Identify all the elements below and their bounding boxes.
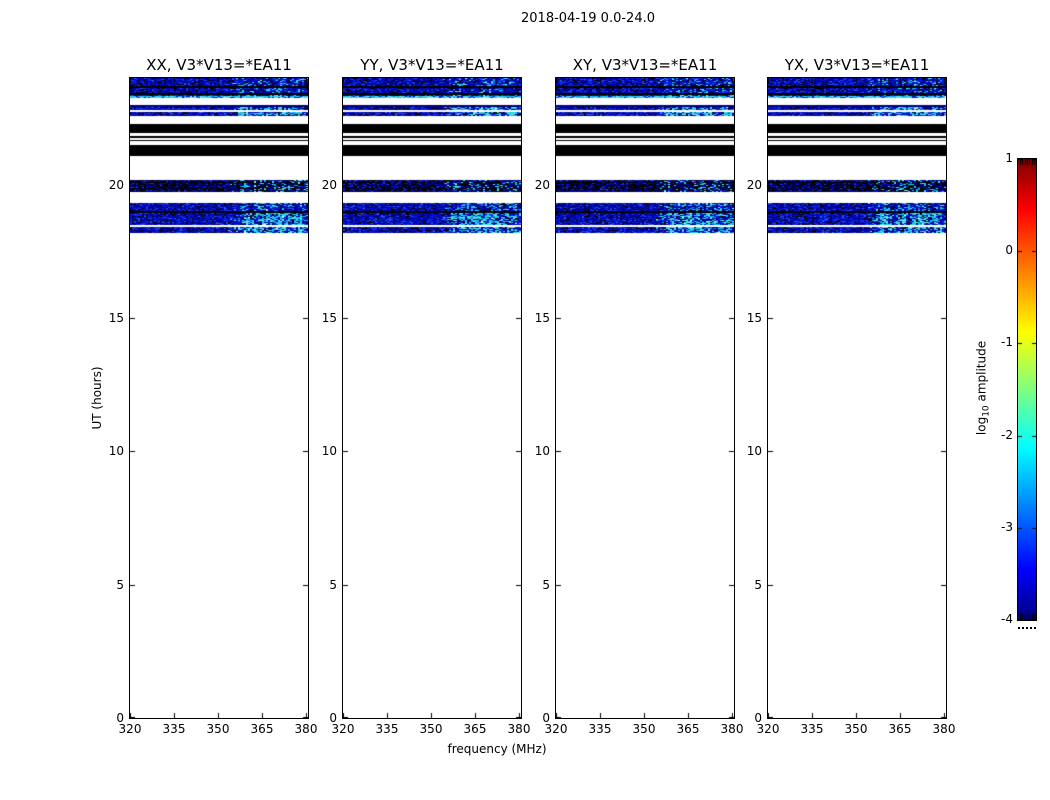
x-tick-label: 320 [544, 722, 568, 736]
y-tick-label: 20 [321, 177, 337, 192]
panel-title-xy: XY, V3*V13=*EA11 [572, 56, 718, 74]
x-tick-label: 335 [162, 722, 186, 736]
y-tick-label: 0 [754, 711, 762, 725]
y-tick-label: 20 [534, 177, 550, 192]
y-tick-label: 10 [321, 444, 337, 459]
x-tick-label: 380 [720, 722, 744, 736]
x-tick-label: 380 [294, 722, 318, 736]
y-tick-label: 10 [746, 444, 762, 459]
y-tick-label: 20 [746, 177, 762, 192]
y-tick-label: 0 [542, 711, 550, 725]
heatmap-panel-xx [129, 77, 309, 719]
colorbar-tick-label: -1 [1001, 335, 1013, 350]
y-tick-label: 0 [329, 711, 337, 725]
heatmap-panel-xy [555, 77, 735, 719]
colorbar-label: log10 amplitude [974, 341, 991, 435]
colorbar-underline-dots [1018, 627, 1036, 629]
colorbar-tick-label: 1 [1005, 151, 1013, 165]
panel-title-yy: YY, V3*V13=*EA11 [360, 56, 504, 74]
x-tick-label: 380 [932, 722, 956, 736]
x-tick-label: 350 [632, 722, 656, 736]
y-tick-label: 5 [754, 577, 762, 592]
x-tick-label: 320 [331, 722, 355, 736]
x-tick-label: 380 [507, 722, 531, 736]
panel-canvas-2 [556, 78, 734, 718]
figure-title: 2018-04-19 0.0-24.0 [521, 11, 655, 26]
panel-title-yx: YX, V3*V13=*EA11 [784, 56, 930, 74]
x-tick-label: 320 [756, 722, 780, 736]
y-tick-label: 15 [108, 311, 124, 325]
colorbar [1017, 158, 1037, 621]
colorbar-tick-label: 0 [1005, 243, 1013, 258]
y-tick-label: 20 [108, 177, 124, 192]
colorbar-tick-label: -4 [1001, 612, 1013, 626]
panel-canvas-3 [768, 78, 946, 718]
x-tick-label: 335 [375, 722, 399, 736]
panel-canvas-1 [343, 78, 521, 718]
x-tick-label: 350 [844, 722, 868, 736]
y-tick-label: 10 [108, 444, 124, 459]
x-tick-label: 365 [250, 722, 274, 736]
panel-title-xx: XX, V3*V13=*EA11 [146, 56, 292, 74]
y-tick-label: 5 [542, 577, 550, 592]
colorbar-label-prefix: log [974, 416, 989, 436]
y-tick-label: 10 [534, 444, 550, 459]
x-tick-label: 365 [463, 722, 487, 736]
panel-canvas-0 [130, 78, 308, 718]
x-tick-label: 350 [206, 722, 230, 736]
y-tick-label: 15 [321, 311, 337, 325]
heatmap-panel-yx [767, 77, 947, 719]
y-tick-label: 0 [116, 711, 124, 725]
heatmap-panel-yy [342, 77, 522, 719]
colorbar-label-suffix: amplitude [974, 340, 989, 406]
colorbar-label-sub: 10 [981, 405, 992, 417]
x-tick-label: 365 [676, 722, 700, 736]
x-tick-label: 320 [118, 722, 142, 736]
colorbar-tick-label: -2 [1001, 427, 1013, 442]
x-tick-label: 350 [419, 722, 443, 736]
y-axis-label: UT (hours) [90, 366, 104, 430]
x-tick-label: 335 [588, 722, 612, 736]
colorbar-tick-label: -3 [1001, 519, 1013, 534]
y-tick-label: 5 [329, 577, 337, 592]
x-tick-label: 365 [888, 722, 912, 736]
y-tick-label: 15 [534, 311, 550, 325]
y-tick-label: 15 [746, 311, 762, 325]
x-tick-label: 335 [800, 722, 824, 736]
x-axis-label: frequency (MHz) [447, 742, 547, 756]
colorbar-canvas [1018, 159, 1036, 620]
y-tick-label: 5 [116, 577, 124, 592]
